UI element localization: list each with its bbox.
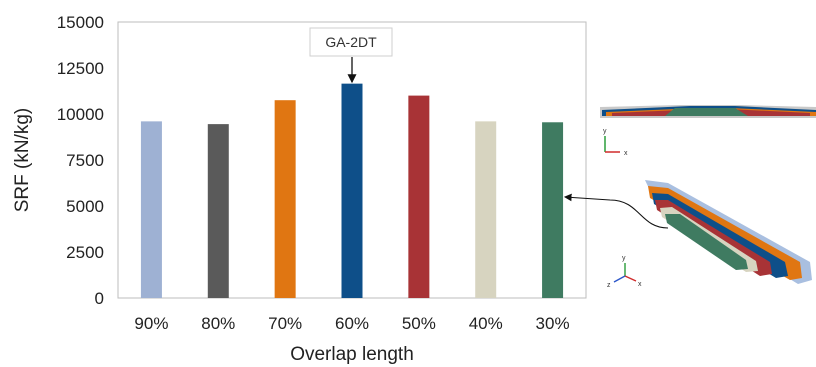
- y-tick-label: 10000: [57, 105, 104, 124]
- x-tick-label: 70%: [268, 314, 302, 333]
- inset-top-deformed-shape: [600, 105, 816, 118]
- inset-top-layer-green: [665, 108, 748, 116]
- bar-80pct: [207, 124, 229, 299]
- y-tick-label: 2500: [66, 243, 104, 262]
- x-tick-label: 40%: [469, 314, 503, 333]
- bar-70pct: [274, 100, 296, 298]
- annotation-text: GA-2DT: [325, 34, 377, 50]
- inset-top-axes-triad: y x: [603, 128, 628, 157]
- x-axis-label: Overlap length: [290, 344, 414, 365]
- inset-top-axis-y-label: y: [603, 128, 607, 135]
- bar-60pct: [341, 83, 363, 298]
- x-tick-label: 90%: [134, 314, 168, 333]
- x-tick-label: 60%: [335, 314, 369, 333]
- y-axis-ticks: 0 2500 5000 7500 10000 12500 15000: [57, 13, 104, 308]
- inset-bottom-deformed-shape: [645, 180, 812, 284]
- y-tick-label: 7500: [66, 151, 104, 170]
- x-tick-label: 50%: [402, 314, 436, 333]
- bar-50pct: [408, 95, 430, 298]
- bar-40pct: [475, 121, 497, 298]
- inset-bottom-axes-triad: y z x: [607, 255, 642, 289]
- x-tick-label: 80%: [201, 314, 235, 333]
- annotation-ga-2dt: GA-2DT: [309, 27, 393, 84]
- bars: [140, 83, 564, 299]
- annotation-box: [309, 27, 393, 57]
- x-axis-ticks: 90% 80% 70% 60% 50% 40% 30%: [134, 314, 569, 333]
- y-axis-label: SRF (kN/kg): [12, 108, 33, 213]
- inset-bottom-axis-y-label: y: [622, 255, 626, 262]
- inset-pointer-arrow: [563, 193, 669, 229]
- inset-bottom-layer-green: [665, 214, 748, 270]
- y-tick-label: 5000: [66, 197, 104, 216]
- bar-30pct: [542, 122, 564, 298]
- inset-bottom-axis-x-label: x: [638, 281, 642, 288]
- x-tick-label: 30%: [536, 314, 570, 333]
- y-tick-label: 0: [95, 289, 104, 308]
- inset-bottom-axis-z-label: z: [607, 282, 611, 289]
- inset-top-axis-x-label: x: [624, 150, 628, 157]
- y-tick-label: 15000: [57, 13, 104, 32]
- bar-90pct: [140, 121, 162, 298]
- y-tick-label: 12500: [57, 59, 104, 78]
